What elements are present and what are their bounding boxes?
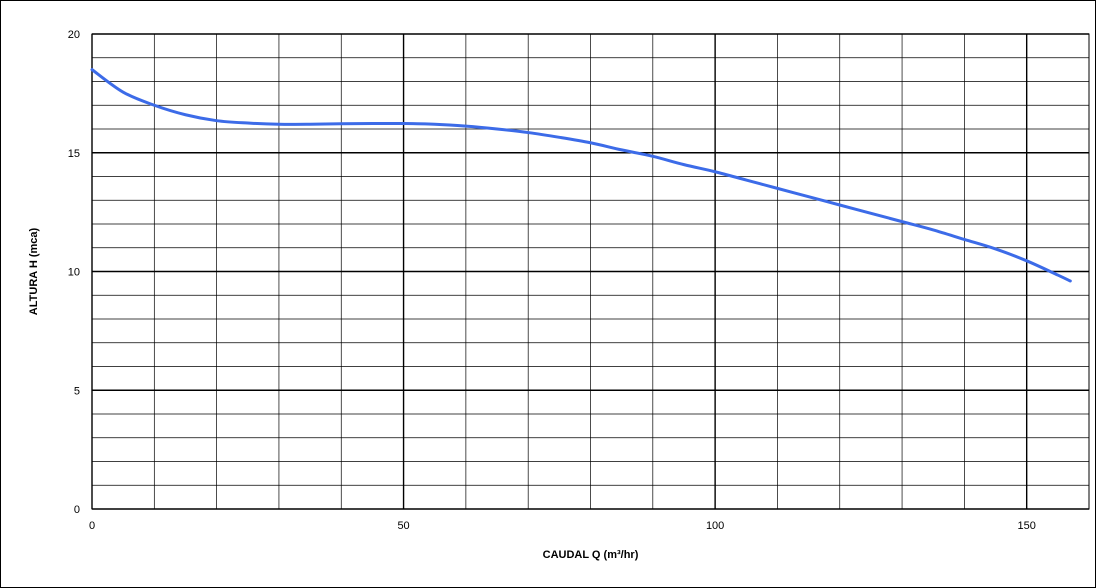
x-tick-label: 100	[706, 520, 724, 532]
x-tick-label: 150	[1018, 520, 1036, 532]
plot-border	[91, 33, 1090, 510]
y-tick-label: 15	[68, 148, 80, 160]
y-axis-ticks: 0 5 10 15 20	[68, 29, 80, 516]
y-axis-title: ALTURA H (mca)	[28, 227, 40, 315]
series-line	[90, 68, 1072, 283]
x-axis-title: CAUDAL Q (m³/hr)	[543, 549, 639, 561]
x-axis-ticks: 0 50 100 150	[89, 520, 1036, 532]
x-tick-label: 0	[89, 520, 95, 532]
y-tick-label: 0	[74, 504, 80, 516]
y-tick-label: 5	[74, 385, 80, 397]
x-tick-label: 50	[397, 520, 409, 532]
y-tick-label: 10	[68, 267, 80, 279]
grid	[91, 33, 1090, 510]
curve-layer	[90, 68, 1072, 283]
y-tick-label: 20	[68, 29, 80, 41]
